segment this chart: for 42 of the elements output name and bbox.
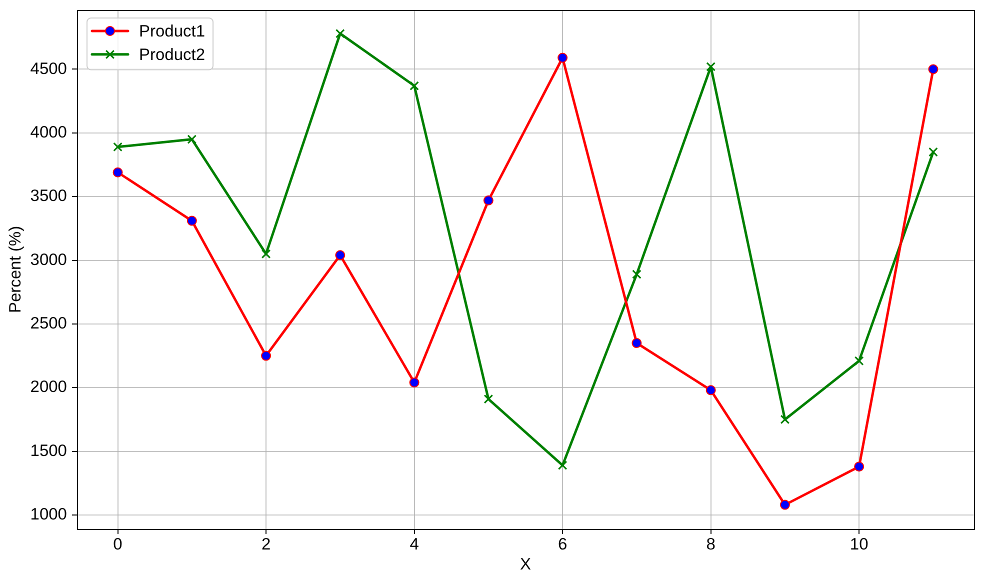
point xyxy=(854,462,864,472)
point xyxy=(187,134,197,144)
point xyxy=(484,394,494,404)
point xyxy=(335,28,345,38)
point xyxy=(335,250,346,260)
point xyxy=(706,62,716,72)
y-axis-title: Percent (%) xyxy=(6,226,24,314)
y-tick-label: 3500 xyxy=(30,187,67,206)
point xyxy=(113,142,122,152)
point xyxy=(706,385,716,396)
y-tick-label: 4500 xyxy=(30,60,67,78)
x-axis-title: X xyxy=(520,556,532,574)
point xyxy=(483,195,494,206)
y-tick-label: 2500 xyxy=(30,314,67,332)
legend-label: Product1 xyxy=(139,22,206,41)
point xyxy=(632,270,642,279)
point xyxy=(261,350,272,361)
x-tick-label: 10 xyxy=(850,535,868,554)
point xyxy=(186,216,197,226)
point xyxy=(409,378,420,388)
x-tick-label: 4 xyxy=(410,535,419,554)
y-tick-label: 4000 xyxy=(30,123,67,142)
y-tick-label: 1500 xyxy=(30,442,67,460)
x-tick-label: 8 xyxy=(706,535,716,554)
point xyxy=(928,64,938,74)
point xyxy=(558,460,568,470)
point xyxy=(558,52,568,63)
y-tick-label: 3000 xyxy=(30,250,67,269)
y-tick-label: 2000 xyxy=(30,378,67,396)
point xyxy=(632,338,642,348)
point xyxy=(780,414,790,424)
point xyxy=(261,249,271,259)
x-tick-label: 0 xyxy=(113,535,122,554)
legend-label: Product2 xyxy=(139,46,206,64)
point xyxy=(410,81,419,90)
point xyxy=(928,147,938,157)
point xyxy=(854,356,864,366)
x-tick-label: 2 xyxy=(261,535,271,554)
x-tick-label: 6 xyxy=(558,535,568,554)
y-tick-label: 1000 xyxy=(30,506,67,524)
point xyxy=(112,167,123,178)
point xyxy=(780,500,790,510)
